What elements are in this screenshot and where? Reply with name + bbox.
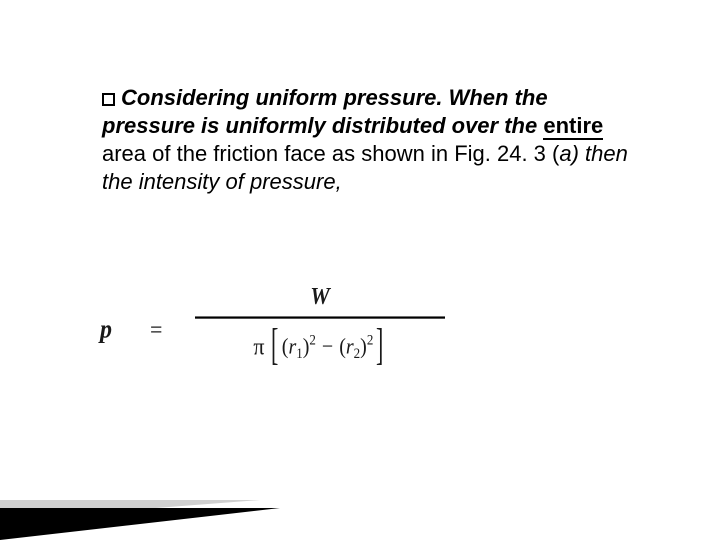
term-2: (r2)2 — [339, 331, 373, 362]
formula-numerator: W — [195, 282, 445, 314]
slide: Considering uniform pressure. When the p… — [0, 0, 720, 540]
body-text-block: Considering uniform pressure. When the p… — [102, 84, 642, 197]
open-paren-2: ( — [339, 334, 346, 359]
r-2: r — [346, 334, 354, 359]
left-bracket-icon: [ — [271, 327, 278, 363]
right-bracket-icon: ] — [376, 327, 383, 363]
formula-p: p — [100, 315, 112, 345]
bullet-square-icon — [102, 93, 115, 106]
lead-bold-italic: Considering uniform pressure. When the p… — [102, 85, 548, 138]
formula-block: p = W π [ (r1)2 − (r2)2 ] — [90, 275, 450, 398]
word-entire: entire — [543, 113, 603, 140]
plain-middle: area of the friction face as shown in Fi… — [102, 141, 559, 166]
a-italic: a — [559, 141, 571, 166]
corner-wedge-icon — [0, 480, 280, 540]
close-paren-2: ) — [360, 334, 367, 359]
term-1: (r1)2 — [282, 331, 316, 362]
formula-pi: π — [253, 332, 264, 361]
formula-fraction: W π [ (r1)2 − (r2)2 ] — [195, 282, 445, 370]
paragraph: Considering uniform pressure. When the p… — [102, 84, 642, 197]
minus: − — [322, 334, 333, 360]
pow-2: 2 — [367, 331, 374, 348]
formula-equals: = — [150, 315, 162, 344]
formula-denominator: π [ (r1)2 − (r2)2 ] — [195, 323, 445, 370]
formula-bar — [195, 316, 445, 318]
pow-1: 2 — [309, 331, 316, 348]
